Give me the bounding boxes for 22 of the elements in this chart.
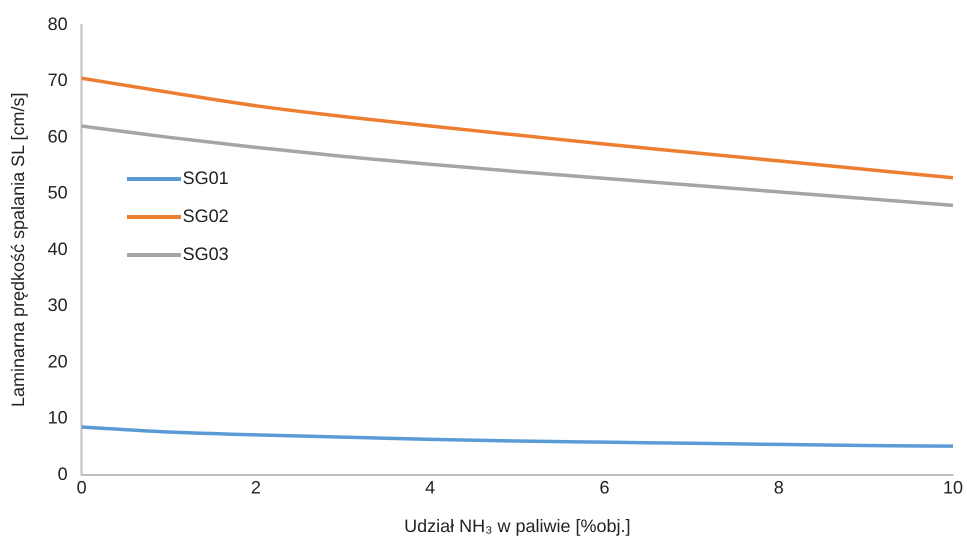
y-tick-label: 60 <box>48 126 68 146</box>
x-tick-label: 8 <box>774 478 784 498</box>
line-series <box>82 425 953 448</box>
line-series <box>82 124 953 208</box>
x-axis-title: Udział NH₃ w paliwie [%obj.] <box>404 516 631 536</box>
y-tick-label: 30 <box>48 295 68 316</box>
x-tick-label: 10 <box>942 478 964 498</box>
x-tick-label: 2 <box>250 478 261 498</box>
x-tick-label: 0 <box>76 478 87 498</box>
y-tick-label: 40 <box>48 238 68 259</box>
x-tick-label: 4 <box>425 478 436 498</box>
legend-label: SG03 <box>182 244 229 266</box>
y-tick-label: 10 <box>48 408 68 428</box>
y-tick-label: 0 <box>58 464 68 484</box>
y-tick-label: 70 <box>48 70 68 90</box>
x-tick-label: 6 <box>599 478 610 498</box>
y-tick-label: 80 <box>48 14 68 34</box>
legend-label: SG01 <box>182 168 229 190</box>
y-tick-label: 20 <box>48 351 68 372</box>
y-tick-label: 50 <box>48 182 68 203</box>
legend-label: SG02 <box>182 206 229 228</box>
y-axis-title: Laminarna prędkość spalania SL [cm/s] <box>8 92 28 408</box>
